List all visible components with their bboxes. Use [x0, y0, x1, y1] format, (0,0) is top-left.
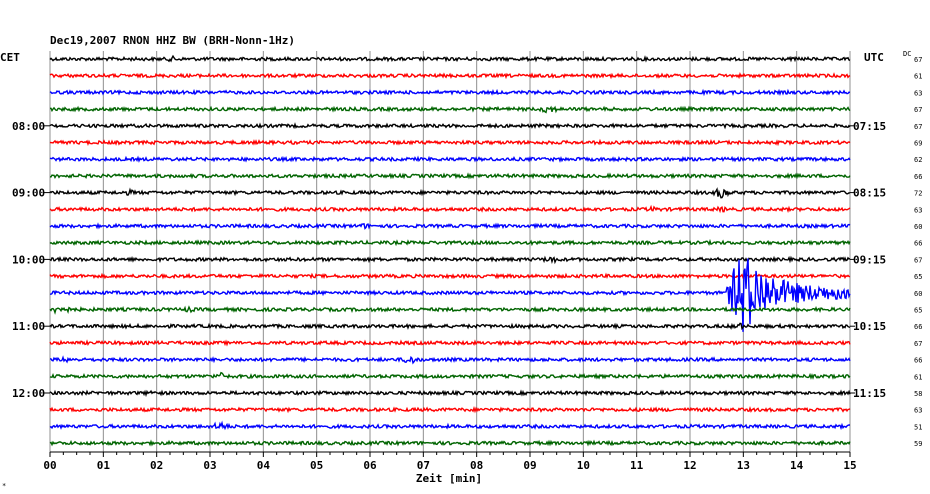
dc-value: 67 — [914, 340, 922, 348]
right-hour-label: 07:15 — [853, 120, 886, 133]
x-tick-label: 02 — [150, 459, 163, 472]
seismic-trace-0 — [49, 54, 851, 63]
chart-title: Dec19,2007 RNON HHZ BW (BRH-Nonn-1Hz) — [50, 34, 295, 47]
seismic-trace-19 — [49, 371, 851, 380]
corner-mark: * — [2, 482, 6, 490]
dc-value: 66 — [914, 240, 922, 248]
dc-value: 51 — [914, 423, 922, 431]
seismic-trace-13 — [49, 272, 851, 280]
x-tick-label: 05 — [310, 459, 323, 472]
x-tick-label: 03 — [203, 459, 216, 472]
left-hour-label: 09:00 — [12, 187, 45, 200]
x-tick-label: 11 — [630, 459, 644, 472]
hour-labels: 08:00 09:00 10:00 11:00 12:00 07:15 08:15 09:15… — [12, 120, 886, 400]
dc-value: 67 — [914, 106, 922, 114]
left-hour-label: 12:00 — [12, 387, 45, 400]
x-tick-label: 10 — [577, 459, 590, 472]
x-tick-label: 14 — [790, 459, 804, 472]
dc-value: 63 — [914, 206, 922, 214]
dc-value: 58 — [914, 390, 922, 398]
seismic-trace-17 — [49, 339, 851, 347]
x-tick-label: 01 — [97, 459, 111, 472]
x-tick-label: 06 — [363, 459, 377, 472]
left-hour-label: 11:00 — [12, 320, 45, 333]
seismic-trace-3 — [50, 105, 851, 114]
dc-value: 63 — [914, 407, 922, 415]
seismic-trace-2 — [49, 88, 851, 97]
x-tick-label: 09 — [523, 459, 536, 472]
dc-value: 60 — [914, 223, 922, 231]
seismic-trace-16 — [49, 322, 851, 331]
left-hour-label: 10:00 — [12, 253, 45, 266]
right-hour-label: 11:15 — [853, 387, 886, 400]
seismic-trace-4 — [49, 122, 851, 130]
dc-value: 61 — [914, 73, 922, 81]
dc-value: 67 — [914, 123, 922, 131]
dc-value: 60 — [914, 290, 922, 298]
dc-value: 66 — [914, 323, 922, 331]
dc-value: 59 — [914, 440, 922, 448]
dc-value: 65 — [914, 307, 922, 315]
seismic-trace-12 — [49, 255, 851, 265]
seismic-trace-23 — [49, 439, 851, 447]
dc-value: 69 — [914, 140, 922, 148]
dc-value: 62 — [914, 156, 922, 164]
seismic-trace-10 — [49, 222, 851, 230]
seismic-trace-18 — [49, 355, 851, 365]
seismic-trace-11 — [49, 238, 851, 247]
seismic-trace-21 — [49, 405, 851, 414]
seismic-trace-5 — [49, 138, 851, 147]
seismic-trace-1 — [49, 72, 851, 80]
trace-group — [49, 54, 851, 447]
dc-value: 67 — [914, 256, 922, 264]
x-tick-label: 07 — [417, 459, 430, 472]
dc-value: 63 — [914, 89, 922, 97]
seismic-trace-15 — [49, 305, 851, 315]
seismic-trace-8 — [49, 187, 851, 199]
dc-value: 66 — [914, 357, 922, 365]
seismic-trace-7 — [49, 172, 851, 180]
right-axis-label: UTC — [864, 51, 884, 64]
x-tick-label: 12 — [683, 459, 696, 472]
dc-values: 67 61 63 67 67 69 62 66 72 63 60 66 67 65 60 65 66 67 66 61… — [914, 56, 922, 448]
grid-lines — [49, 51, 851, 452]
seismic-trace-22 — [49, 420, 850, 431]
right-hour-label: 08:15 — [853, 187, 886, 200]
x-tick-label: 13 — [737, 459, 750, 472]
dc-value: 61 — [914, 373, 922, 381]
seismic-trace-20 — [49, 389, 851, 398]
seismic-trace-14 — [49, 258, 851, 332]
left-hour-label: 08:00 — [12, 120, 45, 133]
dc-label: DC — [903, 50, 911, 58]
x-tick-label: 00 — [43, 459, 56, 472]
seismic-trace-9 — [49, 204, 851, 214]
x-tick-label: 15 — [843, 459, 856, 472]
seismic-trace-6 — [49, 155, 851, 163]
dc-value: 66 — [914, 173, 922, 181]
x-tick-label: 08 — [470, 459, 483, 472]
time-axis: 00 01 02 03 04 05 06 07 08 09 10 11 12 13 14 15 — [43, 451, 857, 472]
dc-value: 67 — [914, 56, 922, 64]
x-axis-label: Zeit [min] — [416, 472, 482, 485]
left-axis-label: CET — [0, 51, 20, 64]
right-hour-label: 09:15 — [853, 253, 886, 266]
dc-value: 65 — [914, 273, 922, 281]
dc-value: 72 — [914, 190, 922, 198]
x-tick-label: 04 — [257, 459, 271, 472]
right-hour-label: 10:15 — [853, 320, 886, 333]
